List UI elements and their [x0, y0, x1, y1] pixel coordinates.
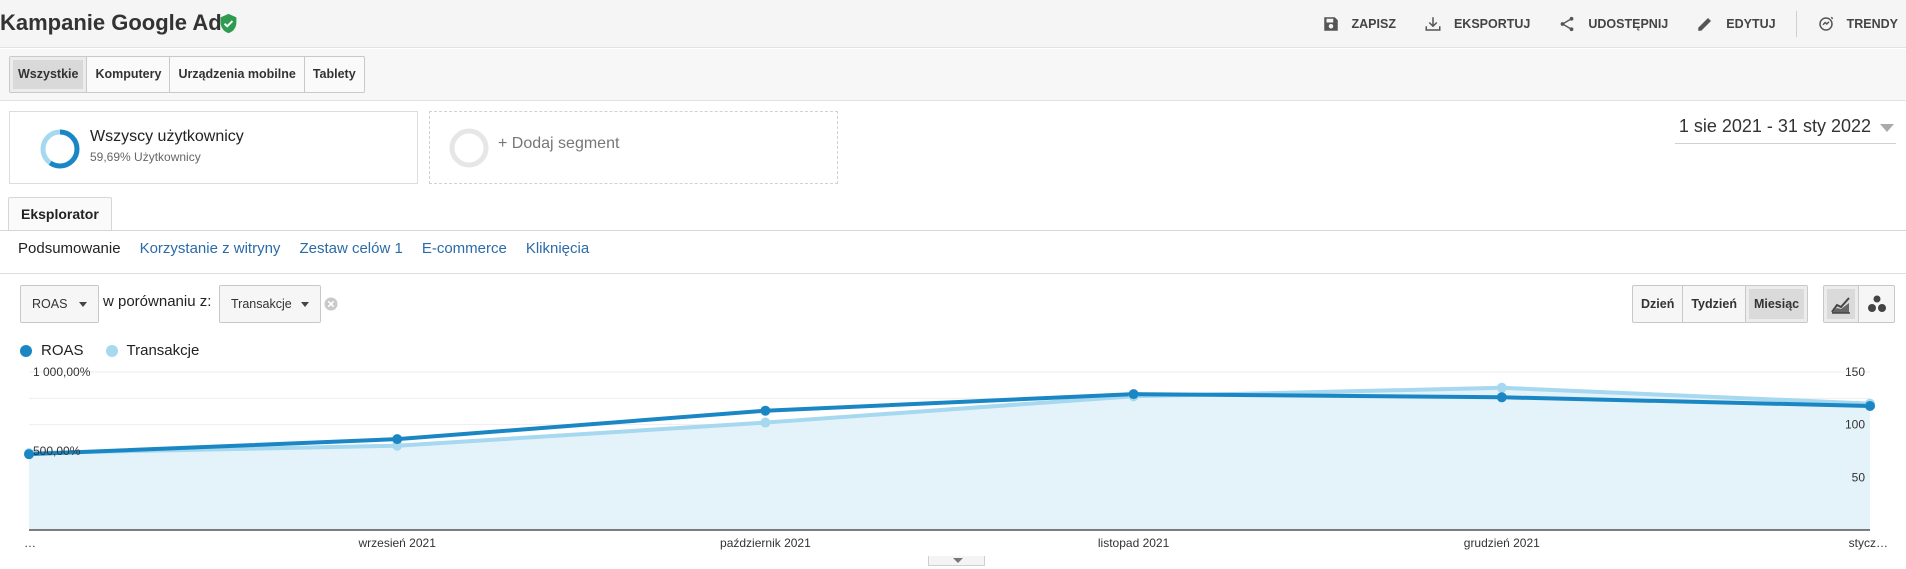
trends-label: TRENDY [1846, 17, 1898, 31]
y-left-tick-label: 1 000,00% [33, 365, 91, 379]
data-point-roas [392, 434, 403, 445]
export-button[interactable]: EKSPORTUJ [1424, 15, 1530, 33]
dropdown-arrow-icon [79, 302, 87, 307]
tabs-divider [0, 230, 1906, 231]
legend-item-transakcje[interactable]: Transakcje [105, 342, 200, 359]
subtab-site-usage[interactable]: Korzystanie z witryny [139, 240, 281, 257]
add-segment-button[interactable]: + Dodaj segment [429, 111, 838, 184]
empty-segment-ring-icon [449, 128, 489, 168]
edit-button[interactable]: EDYTUJ [1696, 15, 1776, 33]
save-label: ZAPISZ [1351, 17, 1396, 31]
share-button[interactable]: UDOSTĘPNIJ [1558, 15, 1668, 33]
subtab-summary[interactable]: Podsumowanie [18, 240, 121, 257]
shield-check-icon [220, 13, 237, 34]
legend-item-roas[interactable]: ROAS [20, 342, 84, 359]
date-range-label: 1 sie 2021 - 31 sty 2022 [1678, 116, 1871, 136]
data-point-roas [1865, 400, 1875, 411]
segment-name: Wszyscy użytkownicy [90, 128, 244, 145]
trends-icon [1818, 16, 1833, 31]
report-header: Kampanie Google Ads ZAPISZ EKSPORTUJ UDO… [0, 0, 1906, 48]
add-segment-label: + Dodaj segment [498, 135, 620, 152]
chevron-down-icon [1880, 123, 1894, 132]
period-month-button[interactable]: Miesiąc [1745, 286, 1808, 322]
save-button[interactable]: ZAPISZ [1322, 15, 1396, 33]
device-tab-tablet[interactable]: Tablety [312, 67, 356, 81]
legend-dot-roas [20, 344, 32, 357]
legend-label-roas: ROAS [41, 342, 84, 359]
data-point-transakcje [1496, 382, 1507, 393]
chart-type-selector [1823, 285, 1895, 323]
download-icon [1425, 17, 1441, 31]
share-label: UDOSTĘPNIJ [1588, 17, 1669, 31]
period-week-button[interactable]: Tydzień [1683, 286, 1746, 322]
legend-dot-transakcje [105, 344, 118, 357]
device-tab-mobile[interactable]: Urządzenia mobilne [170, 57, 305, 92]
clear-comparison-icon[interactable] [324, 297, 338, 311]
line-chart: 1 000,00% 500,00% 150 100 50 … wrzesień 2021 pa… [0, 360, 1906, 569]
data-point-roas [1128, 389, 1139, 400]
period-selector: Dzień Tydzień Miesiąc [1632, 285, 1809, 323]
y-left-tick-label: 500,00% [33, 444, 81, 458]
chart-canvas: 1 000,00% 500,00% 150 100 50 … wrzesień 2021 pa… [24, 365, 1888, 550]
data-point-roas [1496, 392, 1507, 403]
segment-donut-icon [40, 129, 80, 169]
device-tab-all[interactable]: Wszystkie [10, 57, 88, 92]
line-chart-icon [1831, 297, 1850, 314]
save-icon [1323, 17, 1338, 31]
bubble-chart-button[interactable] [1859, 286, 1894, 322]
trends-button[interactable]: TRENDY [1817, 15, 1898, 33]
header-actions: ZAPISZ EKSPORTUJ UDOSTĘPNIJ EDYTUJ TREND… [1294, 0, 1898, 48]
pencil-icon [1698, 18, 1712, 31]
y-right-tick-label: 100 [1845, 418, 1865, 432]
compare-metric-value: Transakcje [231, 297, 292, 311]
chart-expand-toggle[interactable] [928, 556, 985, 566]
subtab-clicks[interactable]: Kliknięcia [525, 240, 590, 257]
subtab-goal-set-1[interactable]: Zestaw celów 1 [299, 240, 403, 257]
export-label: EKSPORTUJ [1453, 17, 1531, 31]
bubble-chart-icon [1867, 295, 1886, 312]
share-icon [1561, 16, 1574, 32]
device-tabs: Wszystkie Komputery Urządzenia mobilne T… [9, 56, 365, 93]
series-line-transakcje [28, 385, 1871, 456]
data-point-roas [24, 449, 34, 460]
dropdown-arrow-icon [301, 302, 309, 307]
compare-label: w porównaniu z: [103, 293, 212, 310]
chart-legend: ROAS Transakcje [20, 342, 221, 359]
legend-label-transakcje: Transakcje [126, 342, 200, 359]
explorer-subtabs: Podsumowanie Korzystanie z witryny Zesta… [18, 240, 608, 257]
x-tick-label: stycz… [1849, 536, 1888, 550]
primary-metric-select[interactable]: ROAS [20, 285, 99, 323]
period-day-button[interactable]: Dzień [1633, 286, 1684, 322]
tab-explorer[interactable]: Eksplorator [8, 197, 112, 231]
x-tick-label: listopad 2021 [1098, 536, 1170, 550]
primary-metric-value: ROAS [32, 297, 68, 311]
x-tick-label: październik 2021 [720, 536, 811, 550]
edit-label: EDYTUJ [1726, 17, 1776, 31]
date-range-picker[interactable]: 1 sie 2021 - 31 sty 2022 [1674, 114, 1896, 144]
compare-metric-select[interactable]: Transakcje [219, 285, 321, 323]
device-tab-desktop[interactable]: Komputery [87, 57, 171, 92]
series-area-transakcje [29, 387, 1870, 530]
chevron-down-icon [953, 558, 963, 563]
actions-divider [1795, 11, 1797, 37]
device-filter-bar: Wszystkie Komputery Urządzenia mobilne T… [0, 49, 1906, 101]
x-tick-label: wrzesień 2021 [358, 536, 437, 550]
x-tick-label: grudzień 2021 [1464, 536, 1540, 550]
segment-share: 59,69% Użytkownicy [90, 150, 201, 164]
segment-all-users[interactable]: Wszyscy użytkownicy 59,69% Użytkownicy [9, 111, 418, 184]
subtab-ecommerce[interactable]: E-commerce [421, 240, 507, 257]
report-title: Kampanie Google Ads [0, 10, 234, 35]
x-tick-label: … [24, 536, 36, 550]
subtabs-divider [0, 273, 1906, 274]
line-chart-button[interactable] [1824, 286, 1859, 322]
data-point-transakcje [760, 417, 771, 428]
data-point-roas [760, 405, 771, 416]
y-right-tick-label: 150 [1845, 365, 1865, 379]
series-line-roas [28, 392, 1871, 457]
y-right-tick-label: 50 [1852, 470, 1866, 484]
